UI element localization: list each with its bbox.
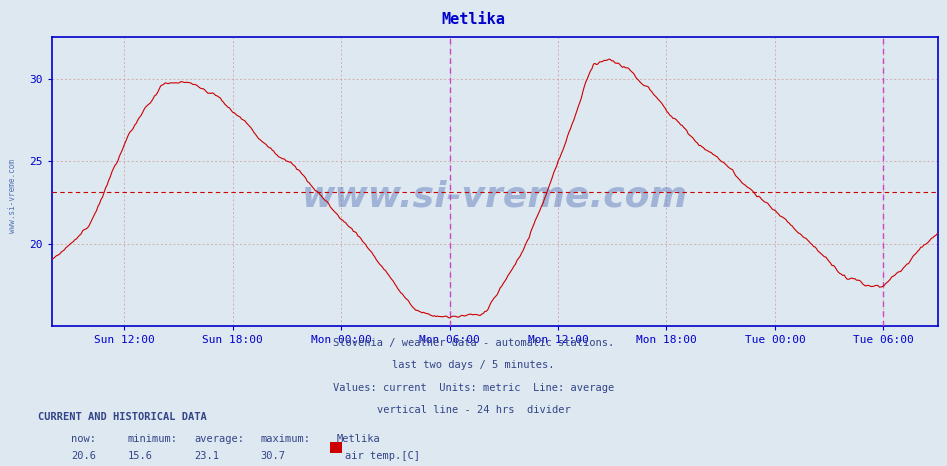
Text: 30.7: 30.7 — [260, 451, 285, 461]
Text: Metlika: Metlika — [336, 434, 380, 444]
Text: 15.6: 15.6 — [128, 451, 152, 461]
Text: vertical line - 24 hrs  divider: vertical line - 24 hrs divider — [377, 405, 570, 415]
Text: 23.1: 23.1 — [194, 451, 219, 461]
Text: maximum:: maximum: — [260, 434, 311, 444]
Text: Metlika: Metlika — [441, 12, 506, 27]
Text: air temp.[C]: air temp.[C] — [345, 451, 420, 461]
Text: 20.6: 20.6 — [71, 451, 96, 461]
Text: www.si-vreme.com: www.si-vreme.com — [302, 179, 688, 213]
Text: average:: average: — [194, 434, 244, 444]
Text: www.si-vreme.com: www.si-vreme.com — [8, 159, 17, 233]
Text: last two days / 5 minutes.: last two days / 5 minutes. — [392, 360, 555, 370]
Text: Slovenia / weather data - automatic stations.: Slovenia / weather data - automatic stat… — [333, 338, 614, 348]
Text: Values: current  Units: metric  Line: average: Values: current Units: metric Line: aver… — [333, 383, 614, 392]
Text: CURRENT AND HISTORICAL DATA: CURRENT AND HISTORICAL DATA — [38, 412, 206, 422]
Text: minimum:: minimum: — [128, 434, 178, 444]
Text: now:: now: — [71, 434, 96, 444]
